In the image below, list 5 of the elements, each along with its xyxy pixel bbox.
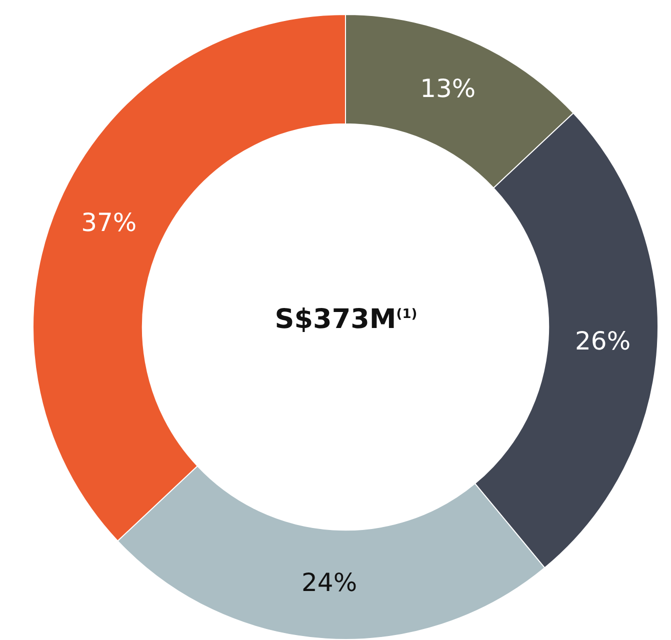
- text: S$373M$^{(1)}$: [274, 304, 418, 335]
- data-label: 37%: [81, 208, 137, 238]
- data-label: 26%: [575, 326, 631, 356]
- data-label: 24%: [302, 568, 358, 597]
- data-label: 13%: [420, 74, 476, 103]
